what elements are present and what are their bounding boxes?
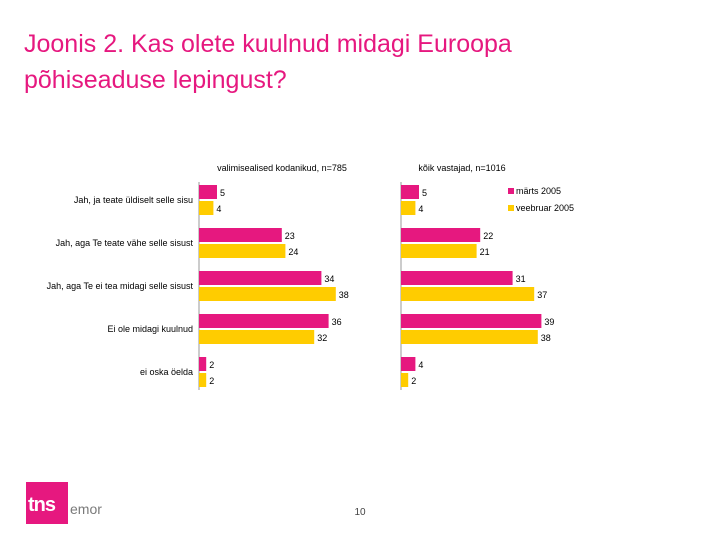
data-label: 31 (516, 274, 526, 284)
bar (199, 201, 214, 215)
bar (401, 330, 538, 344)
bar (401, 287, 535, 301)
data-label: 38 (541, 333, 551, 343)
legend-swatch (508, 188, 514, 194)
bar (401, 314, 542, 328)
bar (199, 185, 217, 199)
logo-mark: tns (26, 482, 68, 524)
data-label: 37 (537, 290, 547, 300)
bar (199, 287, 336, 301)
bar (199, 357, 207, 371)
data-label: 39 (544, 317, 554, 327)
data-label: 4 (216, 204, 221, 214)
data-label: 36 (332, 317, 342, 327)
legend-label: veebruar 2005 (516, 203, 574, 213)
bar (401, 244, 477, 258)
data-label: 4 (418, 360, 423, 370)
bar (199, 271, 322, 285)
bar (401, 185, 419, 199)
data-label: 38 (339, 290, 349, 300)
bar (401, 357, 416, 371)
bar (401, 373, 409, 387)
slide-title-line-2: põhiseaduse lepingust? (24, 66, 287, 94)
bar (401, 271, 513, 285)
legend-swatch (508, 205, 514, 211)
bar (401, 201, 416, 215)
page-number: 10 (354, 507, 366, 518)
category-label: ei oska öelda (140, 367, 193, 377)
panel-title: kõik vastajad, n=1016 (418, 163, 505, 173)
category-label: Ei ole midagi kuulnud (107, 324, 193, 334)
data-label: 5 (220, 188, 225, 198)
slide-title-line-1: Joonis 2. Kas olete kuulnud midagi Euroo… (24, 30, 512, 58)
bar (401, 228, 481, 242)
bar (199, 330, 315, 344)
data-label: 2 (209, 360, 214, 370)
data-label: 22 (483, 231, 493, 241)
bar (199, 244, 286, 258)
data-label: 2 (209, 376, 214, 386)
legend-label: märts 2005 (516, 186, 561, 196)
bar (199, 373, 207, 387)
data-label: 5 (422, 188, 427, 198)
slide-title: Joonis 2. Kas olete kuulnud midagi Euroo… (24, 26, 664, 98)
data-label: 24 (288, 247, 298, 257)
category-label: Jah, ja teate üldiselt selle sisu (74, 195, 193, 205)
data-label: 2 (411, 376, 416, 386)
data-label: 34 (324, 274, 334, 284)
category-label: Jah, aga Te ei tea midagi selle sisust (47, 281, 194, 291)
panel-title: valimisealised kodanikud, n=785 (217, 163, 347, 173)
data-label: 21 (480, 247, 490, 257)
logo-tns-text: tns (28, 494, 56, 516)
tns-emor-logo: tns emor (26, 482, 126, 526)
category-label: Jah, aga Te teate vähe selle sisust (56, 238, 194, 248)
bar (199, 314, 329, 328)
bar (199, 228, 282, 242)
logo-emor-text: emor (70, 501, 102, 517)
data-label: 32 (317, 333, 327, 343)
data-label: 23 (285, 231, 295, 241)
data-label: 4 (418, 204, 423, 214)
